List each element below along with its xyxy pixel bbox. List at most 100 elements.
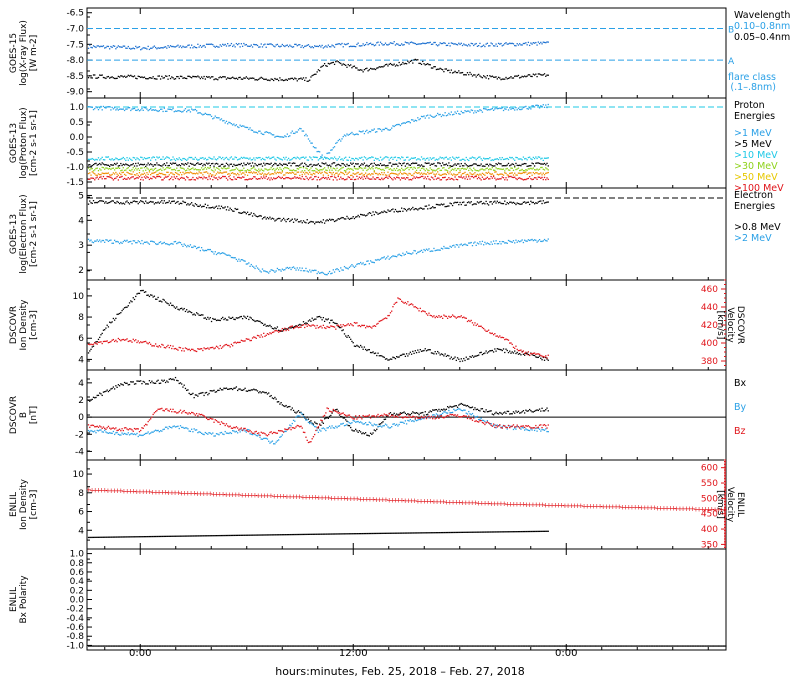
data-point — [220, 118, 223, 120]
data-point — [161, 379, 163, 381]
data-point — [214, 169, 216, 171]
data-point — [432, 169, 434, 171]
data-point — [137, 292, 139, 295]
data-point — [227, 173, 229, 175]
data-point — [109, 48, 111, 50]
data-point — [113, 45, 116, 47]
data-point — [414, 171, 416, 173]
data-point — [348, 45, 351, 48]
data-point — [203, 163, 205, 165]
data-point — [420, 167, 423, 170]
data-point — [382, 257, 384, 259]
data-point — [443, 158, 445, 160]
data-point — [497, 76, 500, 78]
data-point — [469, 157, 471, 159]
data-point — [386, 174, 388, 176]
data-point — [321, 221, 323, 224]
data-point — [135, 177, 137, 180]
data-point — [153, 77, 156, 80]
data-point — [458, 113, 460, 115]
data-point — [251, 318, 254, 321]
data-point — [348, 336, 351, 338]
data-point — [536, 75, 538, 78]
data-point — [361, 163, 363, 165]
data-point — [197, 169, 199, 171]
data-point — [352, 172, 354, 175]
data-point — [495, 350, 497, 352]
data-point — [126, 108, 128, 110]
data-point — [517, 167, 520, 169]
data-point — [311, 221, 313, 223]
data-point — [350, 174, 352, 177]
data-point — [156, 345, 158, 347]
data-point — [502, 44, 505, 46]
y-tick-label: -7.0 — [66, 25, 84, 35]
data-point — [429, 207, 431, 210]
data-point — [499, 173, 501, 175]
data-point — [294, 326, 296, 329]
data-point — [253, 165, 255, 167]
data-point — [311, 422, 313, 424]
data-point — [408, 164, 410, 166]
data-point — [97, 45, 100, 47]
data-point — [479, 241, 481, 243]
data-point — [492, 175, 495, 178]
data-point — [480, 158, 482, 160]
data-point — [422, 350, 424, 352]
data-point — [502, 177, 505, 179]
data-point — [434, 66, 436, 68]
data-point — [480, 325, 482, 327]
data-point — [473, 176, 475, 179]
data-point — [194, 75, 197, 78]
data-point — [154, 171, 157, 173]
data-point — [520, 158, 522, 160]
data-point — [547, 41, 549, 43]
data-point — [287, 45, 290, 48]
data-point — [140, 341, 142, 343]
data-point — [254, 214, 256, 216]
data-point — [453, 357, 455, 360]
data-point — [232, 165, 234, 168]
data-point — [296, 267, 298, 269]
data-point — [116, 386, 118, 389]
data-point — [89, 200, 91, 202]
data-point — [99, 162, 101, 165]
data-point — [424, 117, 426, 119]
data-point — [546, 74, 548, 76]
data-point — [386, 63, 388, 66]
data-point — [425, 157, 428, 160]
data-point — [514, 75, 516, 77]
data-point — [192, 75, 194, 78]
data-point — [496, 348, 498, 350]
data-point — [208, 113, 210, 116]
data-point — [184, 244, 187, 247]
data-point — [259, 130, 261, 132]
data-point — [150, 294, 152, 296]
data-point — [387, 209, 389, 211]
data-point — [317, 150, 320, 153]
data-point — [526, 159, 528, 161]
data-point — [302, 178, 305, 180]
data-point — [195, 47, 198, 49]
data-point — [336, 167, 338, 169]
data-point — [220, 167, 223, 169]
data-point — [213, 318, 215, 321]
data-point — [253, 77, 255, 79]
data-point — [202, 165, 204, 167]
data-point — [489, 109, 491, 111]
data-point — [110, 200, 112, 203]
data-point — [218, 172, 220, 174]
data-point — [427, 114, 429, 116]
data-point — [102, 105, 105, 108]
data-point — [118, 108, 121, 110]
data-point — [212, 179, 214, 181]
data-point — [449, 358, 451, 360]
data-point — [538, 238, 541, 241]
data-point — [316, 168, 318, 171]
data-point — [504, 242, 506, 244]
data-point — [162, 110, 164, 113]
data-point — [500, 168, 502, 170]
data-point — [295, 43, 297, 46]
data-point — [333, 322, 336, 324]
data-point — [121, 75, 123, 77]
